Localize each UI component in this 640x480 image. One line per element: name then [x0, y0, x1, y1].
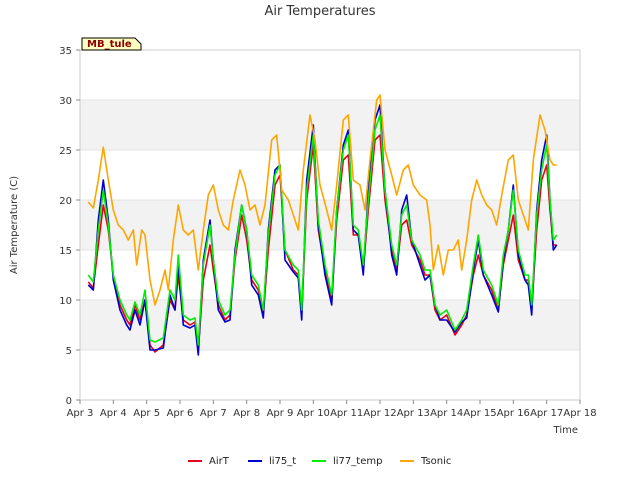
plot-frame — [79, 49, 581, 401]
legend-label: Tsonic — [420, 456, 451, 467]
series-line-li75-t — [87, 104, 558, 356]
y-tick-label: 30 — [59, 96, 72, 107]
y-tick-label: 15 — [59, 246, 72, 257]
legend: AirT li75_t li77_temp Tsonic — [188, 456, 451, 467]
x-tick-label: Apr 18 — [563, 408, 596, 419]
series-line-tsonic — [87, 94, 557, 306]
y-tick-label: 5 — [66, 346, 72, 357]
x-tick-label: Apr 8 — [233, 408, 260, 419]
x-tick-label: Apr 13 — [397, 408, 430, 419]
x-tick-label: Apr 14 — [430, 408, 463, 419]
y-tick-label: 35 — [59, 46, 72, 57]
y-axis-title: Air Temperature (C) — [9, 176, 20, 274]
y-axis-ticks: 0 5 10 15 20 25 30 35 — [59, 46, 80, 407]
site-label-box: MB_tule — [81, 37, 142, 51]
x-tick-label: Apr 16 — [497, 408, 530, 419]
series-layer — [87, 94, 558, 356]
x-tick-label: Apr 11 — [330, 408, 363, 419]
x-axis-ticks: Apr 3 Apr 4 Apr 5 Apr 6 Apr 7 Apr 8 Apr 9 Apr 1… — [67, 400, 597, 419]
legend-label: li77_temp — [333, 456, 382, 467]
x-tick-label: Apr 7 — [200, 408, 227, 419]
x-tick-label: Apr 12 — [363, 408, 396, 419]
y-tick-label: 0 — [66, 396, 72, 407]
x-tick-label: Apr 15 — [463, 408, 496, 419]
site-label: MB_tule — [87, 39, 132, 50]
x-tick-label: Apr 10 — [297, 408, 330, 419]
series-line-li77-temp — [87, 114, 558, 346]
x-tick-label: Apr 3 — [67, 408, 94, 419]
legend-label: AirT — [209, 456, 230, 467]
y-tick-label: 25 — [59, 146, 72, 157]
x-tick-label: Apr 6 — [167, 408, 194, 419]
x-tick-label: Apr 4 — [100, 408, 127, 419]
chart-title: Air Temperatures — [264, 4, 375, 19]
x-axis-title: Time — [553, 425, 578, 436]
legend-label: li75_t — [269, 456, 296, 467]
y-tick-label: 20 — [59, 196, 72, 207]
x-tick-label: Apr 17 — [530, 408, 563, 419]
x-tick-label: Apr 5 — [133, 408, 160, 419]
y-tick-label: 10 — [59, 296, 72, 307]
x-tick-label: Apr 9 — [267, 408, 294, 419]
background-band — [80, 100, 580, 150]
